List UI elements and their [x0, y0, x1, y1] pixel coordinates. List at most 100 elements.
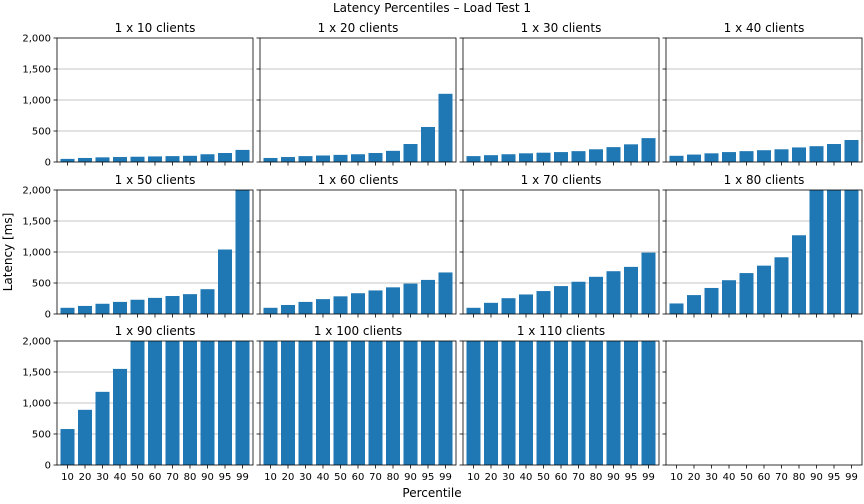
x-tick-label: 99	[439, 472, 452, 483]
panel-title: 1 x 70 clients	[521, 173, 602, 187]
bar	[130, 156, 145, 162]
bar	[281, 341, 295, 465]
x-tick-label: 95	[828, 472, 841, 483]
x-tick-label: 20	[485, 472, 498, 483]
bar	[438, 341, 453, 465]
panel-title: 1 x 100 clients	[314, 324, 402, 338]
bar	[792, 147, 806, 162]
y-axis-label: Latency [ms]	[1, 212, 15, 292]
x-tick-label: 80	[184, 472, 197, 483]
bar	[183, 294, 197, 314]
x-tick-label: 99	[642, 472, 655, 483]
bar	[641, 252, 656, 314]
bar	[316, 341, 330, 465]
bar	[183, 155, 197, 162]
bar	[501, 341, 516, 465]
bar	[218, 341, 232, 465]
bar	[827, 190, 841, 314]
bar	[351, 154, 365, 162]
x-tick-label: 60	[555, 472, 568, 483]
x-axis-label: Percentile	[402, 486, 462, 500]
bar	[687, 295, 701, 314]
bar	[200, 289, 215, 314]
bar	[298, 301, 313, 314]
y-tick-label: 1,000	[22, 399, 51, 410]
bar	[386, 150, 400, 162]
bar	[148, 156, 162, 162]
bar	[536, 152, 551, 162]
bar	[316, 155, 330, 162]
panel-title: 1 x 20 clients	[318, 21, 399, 35]
bar	[774, 257, 789, 314]
bar	[484, 155, 498, 162]
x-tick-label: 50	[537, 472, 550, 483]
figure-title: Latency Percentiles – Load Test 1	[332, 1, 531, 15]
y-tick-label: 2,000	[22, 337, 51, 348]
x-tick-label: 95	[422, 472, 435, 483]
x-tick-label: 40	[317, 472, 330, 483]
bar	[200, 154, 215, 162]
bar	[95, 303, 110, 314]
bar	[484, 302, 498, 314]
bar	[421, 341, 435, 465]
x-tick-label: 40	[723, 472, 736, 483]
bar	[281, 305, 295, 314]
bar	[130, 341, 145, 465]
x-tick-label: 70	[775, 472, 788, 483]
bar	[624, 341, 638, 465]
bar	[554, 286, 568, 314]
bar	[606, 341, 621, 465]
bar	[589, 149, 603, 162]
bar	[589, 341, 603, 465]
bar	[60, 158, 75, 162]
bar	[165, 296, 180, 314]
bar	[403, 341, 418, 465]
bar	[183, 341, 197, 465]
bar	[281, 157, 295, 162]
bar	[333, 341, 348, 465]
bar	[165, 341, 180, 465]
x-tick-label: 20	[282, 472, 295, 483]
bar	[316, 299, 330, 314]
bar	[95, 157, 110, 162]
y-tick-label: 500	[32, 279, 51, 290]
x-tick-label: 40	[520, 472, 533, 483]
bar	[403, 144, 418, 162]
x-tick-label: 10	[670, 472, 683, 483]
panel-title: 1 x 40 clients	[724, 21, 805, 35]
panel-title: 1 x 10 clients	[115, 21, 196, 35]
bar	[641, 138, 656, 162]
x-tick-label: 70	[572, 472, 585, 483]
y-tick-label: 1,500	[22, 65, 51, 76]
panel-title: 1 x 90 clients	[115, 324, 196, 338]
bar	[148, 297, 162, 314]
bar	[739, 151, 754, 162]
bar	[113, 157, 127, 162]
bar	[235, 190, 250, 314]
x-tick-label: 20	[688, 472, 701, 483]
x-tick-label: 80	[793, 472, 806, 483]
bar	[333, 154, 348, 162]
bar	[351, 293, 365, 314]
bar	[624, 266, 638, 314]
bar	[218, 249, 232, 314]
bar	[554, 152, 568, 162]
bar	[571, 281, 586, 314]
x-tick-label: 80	[590, 472, 603, 483]
y-tick-label: 0	[45, 461, 51, 472]
y-tick-label: 0	[45, 158, 51, 169]
bar	[641, 341, 656, 465]
bar	[78, 157, 92, 162]
x-tick-label: 60	[352, 472, 365, 483]
x-tick-label: 90	[607, 472, 620, 483]
bar	[78, 305, 92, 314]
bar	[774, 149, 789, 162]
bar	[263, 341, 278, 465]
bar	[466, 307, 481, 314]
bar	[589, 276, 603, 314]
panel-title: 1 x 30 clients	[521, 21, 602, 35]
x-tick-label: 20	[79, 472, 92, 483]
bar	[519, 341, 533, 465]
bar	[368, 290, 383, 314]
